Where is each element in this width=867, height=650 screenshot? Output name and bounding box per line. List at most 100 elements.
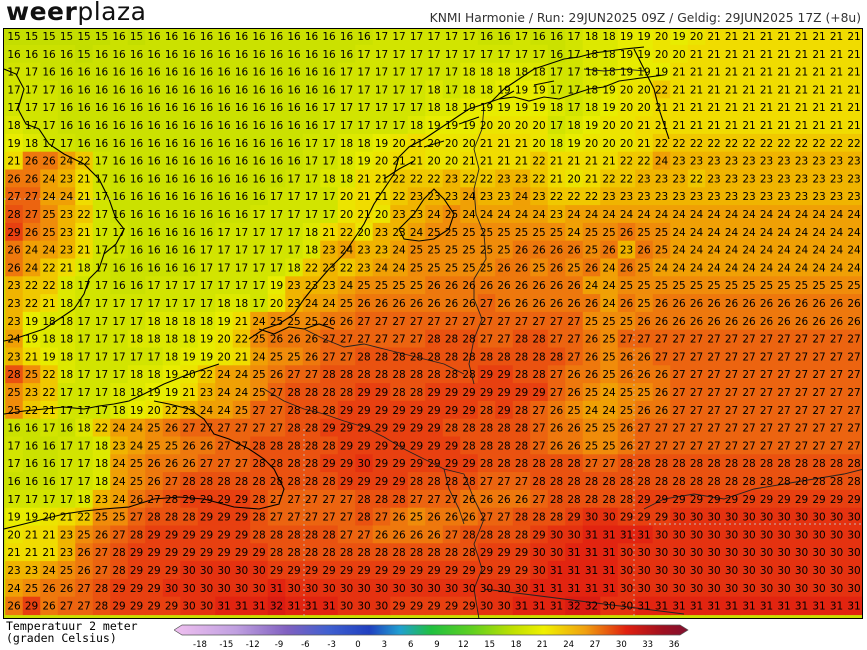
temperature-label: 21 (795, 120, 808, 132)
temperature-cell (215, 80, 234, 99)
temperature-label: 30 (707, 565, 720, 577)
weerplaza-logo[interactable]: weerplaza (6, 0, 147, 26)
temperature-label: 27 (497, 512, 510, 524)
temperature-label: 21 (322, 227, 335, 239)
temperature-cell (407, 80, 426, 99)
temperature-label: 26 (550, 405, 564, 417)
temperature-label: 26 (95, 529, 109, 541)
temperature-label: 25 (427, 245, 440, 257)
temperature-label: 21 (515, 138, 528, 150)
temperature-label: 27 (742, 405, 755, 417)
temperature-label: 24 (602, 262, 616, 274)
temperature-label: 26 (567, 298, 581, 310)
temperature-label: 28 (725, 458, 738, 470)
temperature-cell (145, 116, 164, 135)
temperature-label: 26 (760, 316, 774, 328)
temperature-cell (57, 44, 76, 64)
temperature-label: 27 (147, 494, 160, 506)
temperature-label: 27 (445, 529, 458, 541)
temperature-label: 20 (567, 173, 580, 185)
temperature-label: 18 (410, 120, 423, 132)
temperature-label: 16 (60, 423, 74, 435)
temperature-label: 29 (217, 547, 230, 559)
temperature-label: 16 (60, 120, 74, 132)
temperature-label: 29 (445, 405, 458, 417)
temperature-label: 16 (25, 49, 39, 61)
temperature-label: 17 (322, 120, 335, 132)
temperature-label: 21 (777, 84, 790, 96)
temperature-label: 30 (795, 565, 808, 577)
temperature-cell (5, 187, 24, 206)
temperature-label: 21 (830, 84, 843, 96)
legend-title: Temperatuur 2 meter (graden Celsius) (6, 620, 138, 644)
temperature-label: 24 (462, 191, 476, 203)
temperature-cell (705, 62, 724, 82)
temperature-label: 16 (182, 49, 196, 61)
temperature-label: 23 (7, 351, 20, 363)
temperature-label: 27 (777, 440, 790, 452)
temperature-cell (372, 151, 391, 171)
temperature-label: 21 (550, 173, 563, 185)
temperature-label: 17 (77, 298, 90, 310)
temperature-label: 16 (235, 156, 249, 168)
temperature-label: 16 (270, 84, 284, 96)
temperature-label: 21 (812, 102, 825, 114)
temperature-label: 28 (462, 334, 475, 346)
temperature-label: 16 (112, 49, 126, 61)
temperature-cell (670, 62, 689, 82)
temperature-label: 27 (725, 369, 738, 381)
temperature-cell (5, 169, 24, 188)
temperature-cell (180, 80, 199, 99)
temperature-label: 29 (165, 601, 178, 613)
temperature-label: 16 (252, 120, 266, 132)
temperature-label: 27 (777, 405, 790, 417)
temperature-label: 16 (305, 49, 319, 61)
temperature-label: 29 (340, 440, 353, 452)
temperature-cell (57, 98, 76, 117)
temperature-label: 27 (287, 494, 300, 506)
temperature-label: 21 (830, 102, 843, 114)
temperature-label: 30 (410, 583, 423, 595)
temperature-label: 16 (252, 84, 266, 96)
temperature-label: 20 (672, 49, 685, 61)
temperature-label: 20 (620, 102, 633, 114)
temperature-cell (495, 29, 514, 46)
temperature-cell (145, 98, 164, 117)
temperature-label: 22 (42, 280, 55, 292)
temperature-label: 27 (112, 529, 125, 541)
temperature-label: 26 (550, 298, 564, 310)
temperature-label: 21 (25, 351, 38, 363)
temperature-cell (792, 133, 811, 153)
temperature-label: 31 (655, 601, 668, 613)
temperature-label: 15 (60, 31, 73, 43)
temperature-label: 27 (707, 405, 720, 417)
temperature-label: 17 (7, 440, 20, 452)
temperature-label: 27 (672, 369, 685, 381)
temperature-label: 27 (445, 494, 458, 506)
temperature-label: 27 (532, 423, 545, 435)
temperature-label: 28 (497, 458, 510, 470)
temperature-label: 26 (690, 316, 704, 328)
temperature-label: 23 (742, 191, 755, 203)
temperature-cell (827, 80, 846, 99)
temperature-label: 17 (270, 245, 283, 257)
temperature-label: 16 (165, 227, 179, 239)
temperature-label: 16 (217, 120, 231, 132)
temperature-cell (792, 80, 811, 99)
temperature-field (5, 29, 862, 616)
temperature-label: 26 (812, 316, 826, 328)
temperature-label: 28 (515, 512, 528, 524)
temperature-label: 28 (410, 387, 423, 399)
temperature-label: 31 (795, 601, 808, 613)
temperature-label: 30 (252, 565, 265, 577)
temperature-label: 27 (322, 334, 335, 346)
temperature-label: 18 (462, 84, 475, 96)
temperature-cell (792, 98, 811, 117)
temperature-label: 23 (795, 191, 808, 203)
temperature-cell (197, 151, 216, 171)
temperature-label: 27 (217, 458, 230, 470)
temperature-label: 27 (392, 316, 405, 328)
temperature-label: 29 (410, 405, 423, 417)
temperature-label: 26 (725, 298, 739, 310)
temperature-cell (705, 169, 724, 188)
